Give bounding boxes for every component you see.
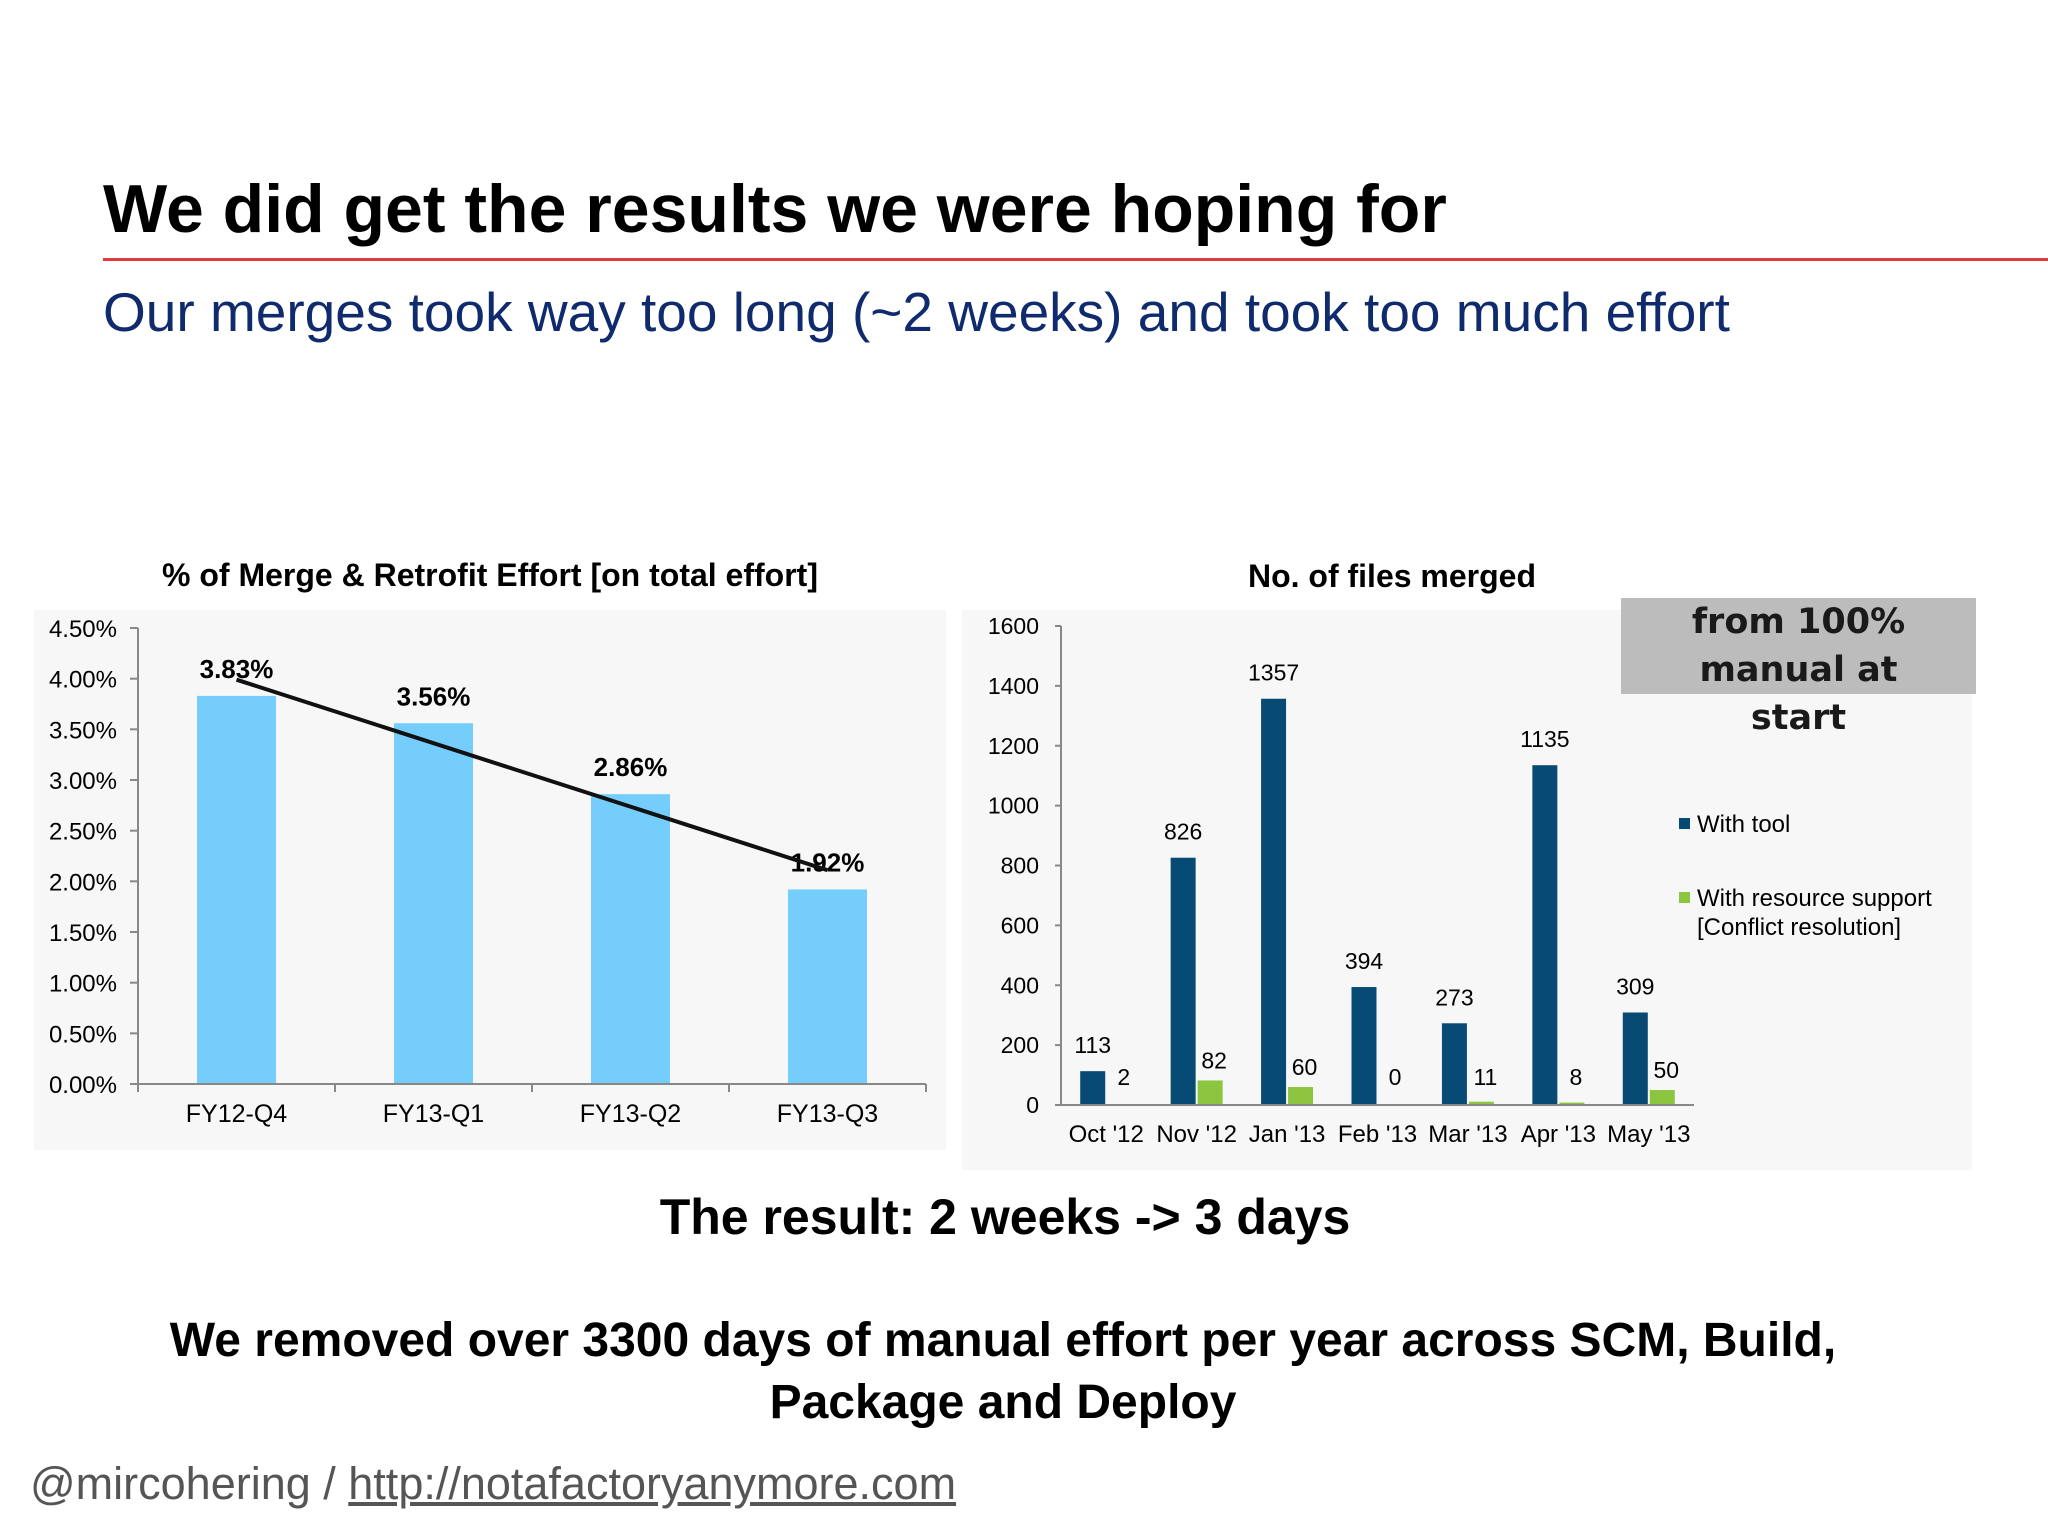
- result-statement: The result: 2 weeks -> 3 days: [659, 1189, 1351, 1245]
- effort-x-tick-label: FY12-Q4: [186, 1100, 288, 1128]
- files-chart-legend: With tool With resource support[Conflict …: [1679, 811, 1932, 941]
- effort-y-tick-label: 2.00%: [49, 869, 117, 896]
- files-bar-with-tool-label: 394: [1345, 948, 1384, 974]
- files-bar-with-tool-label: 1357: [1248, 660, 1299, 686]
- files-bar-with-tool-label: 826: [1164, 819, 1202, 845]
- effort-bar: [591, 794, 670, 1084]
- effort-bar: [394, 723, 473, 1084]
- effort-bar: [197, 695, 276, 1084]
- effort-x-tick-label: FY13-Q3: [777, 1100, 878, 1128]
- files-bar-with-tool: [1170, 857, 1196, 1105]
- effort-bar-value-label: 2.86%: [594, 752, 668, 782]
- manual-start-callout: from 100% manual at start: [1621, 598, 1976, 738]
- files-x-tick-label: Mar '13: [1428, 1121, 1507, 1148]
- files-y-tick-label: 200: [1001, 1032, 1039, 1058]
- files-bar-resource-support: [1468, 1101, 1494, 1105]
- files-y-tick-label: 600: [1001, 912, 1039, 938]
- effort-chart-title: % of Merge & Retrofit Effort [on total e…: [162, 557, 818, 593]
- files-chart-bars: [1080, 698, 1675, 1105]
- legend-swatch: [1679, 818, 1690, 829]
- files-y-tick-label: 1600: [988, 613, 1039, 639]
- effort-chart-y-axis: 0.00% 0.50% 1.00% 1.50% 2.00% 2.50% 3.00% 3.50%…: [49, 616, 138, 1099]
- files-bar-with-tool: [1351, 987, 1377, 1105]
- files-x-tick-label: Nov '12: [1156, 1121, 1237, 1148]
- files-y-tick-label: 0: [1026, 1092, 1039, 1118]
- files-bar-with-tool-label: 1135: [1520, 726, 1569, 752]
- files-x-tick-label: May '13: [1607, 1121, 1690, 1148]
- legend-label: With tool: [1697, 811, 1790, 838]
- files-bar-with-tool: [1532, 765, 1558, 1105]
- files-bar-with-tool-label: 113: [1074, 1032, 1111, 1058]
- effort-y-tick-label: 3.00%: [49, 768, 117, 795]
- files-bar-with-tool: [1080, 1071, 1106, 1105]
- legend-swatch: [1679, 892, 1690, 903]
- legend-label: With resource support: [1697, 885, 1932, 912]
- files-y-tick-label: 1400: [988, 673, 1039, 699]
- effort-y-tick-label: 1.00%: [49, 971, 117, 998]
- files-bar-with-tool: [1441, 1023, 1467, 1105]
- effort-bar-value-label: 3.83%: [200, 654, 274, 684]
- effort-chart-x-axis: FY12-Q4 FY13-Q1 FY13-Q2 FY13-Q3: [137, 1084, 927, 1128]
- files-bar-resource-support-label: 60: [1292, 1054, 1318, 1080]
- files-chart-title: No. of files merged: [1248, 558, 1536, 594]
- files-bar-with-tool: [1622, 1012, 1648, 1105]
- files-bar-with-tool-label: 273: [1435, 984, 1473, 1010]
- files-x-tick-label: Jan '13: [1249, 1121, 1326, 1148]
- effort-y-tick-label: 2.50%: [49, 819, 117, 846]
- files-x-tick-label: Apr '13: [1521, 1121, 1596, 1148]
- files-bar-resource-support: [1288, 1087, 1314, 1105]
- effort-y-tick-label: 4.50%: [49, 616, 117, 643]
- files-bar-resource-support-label: 82: [1201, 1047, 1227, 1073]
- files-bar-resource-support-label: 11: [1473, 1064, 1497, 1090]
- files-y-tick-label: 1200: [988, 733, 1039, 759]
- effort-trendline: [235, 677, 829, 873]
- effort-y-tick-label: 0.50%: [49, 1021, 117, 1048]
- title-divider: [103, 258, 2048, 261]
- files-bar-resource-support: [1559, 1102, 1585, 1105]
- files-bar-with-tool: [1261, 698, 1287, 1105]
- files-chart-y-axis: 0 200 400 600 800 1000 1200 1400 1600: [988, 613, 1061, 1118]
- files-bar-resource-support: [1649, 1090, 1675, 1105]
- effort-x-tick-label: FY13-Q2: [580, 1100, 681, 1128]
- files-bar-with-tool-label: 309: [1616, 973, 1654, 999]
- effort-x-tick-label: FY13-Q1: [383, 1100, 484, 1128]
- slide-title: We did get the results we were hoping fo…: [103, 171, 1447, 247]
- effort-bar: [788, 889, 867, 1084]
- effort-chart-data-labels: 3.83%3.56%2.86%1.92%: [200, 654, 865, 878]
- files-x-tick-label: Oct '12: [1069, 1121, 1144, 1148]
- files-y-tick-label: 800: [1001, 853, 1039, 879]
- effort-chart-bars: [197, 695, 867, 1084]
- files-bar-resource-support-label: 50: [1653, 1057, 1679, 1083]
- files-bar-resource-support-label: 2: [1117, 1064, 1130, 1090]
- files-y-tick-label: 1000: [988, 793, 1039, 819]
- files-bar-resource-support: [1197, 1080, 1223, 1105]
- footer-credit: @mircohering / http://notafactoryanymore…: [30, 1458, 956, 1510]
- slide-subtitle: Our merges took way too long (~2 weeks) …: [103, 281, 1730, 343]
- footer-link[interactable]: http://notafactoryanymore.com: [348, 1458, 957, 1509]
- files-x-tick-label: Feb '13: [1338, 1121, 1417, 1148]
- files-bar-resource-support-label: 8: [1569, 1064, 1582, 1090]
- effort-y-tick-label: 1.50%: [49, 920, 117, 947]
- effort-bar-value-label: 3.56%: [397, 681, 471, 711]
- files-chart-x-axis: Oct '12 Nov '12 Jan '13 Feb '13 Mar '13 Apr '…: [1069, 1121, 1691, 1148]
- files-y-tick-label: 400: [1001, 972, 1039, 998]
- legend-label: [Conflict resolution]: [1697, 914, 1901, 941]
- effort-y-tick-label: 3.50%: [49, 717, 117, 744]
- files-chart-background: [962, 610, 1972, 1170]
- summary-statement: We removed over 3300 days of manual effo…: [169, 1314, 1837, 1429]
- files-bar-resource-support-label: 0: [1389, 1064, 1402, 1090]
- effort-y-tick-label: 4.00%: [49, 667, 117, 694]
- effort-y-tick-label: 0.00%: [49, 1072, 117, 1099]
- footer-handle: @mircohering /: [30, 1458, 349, 1509]
